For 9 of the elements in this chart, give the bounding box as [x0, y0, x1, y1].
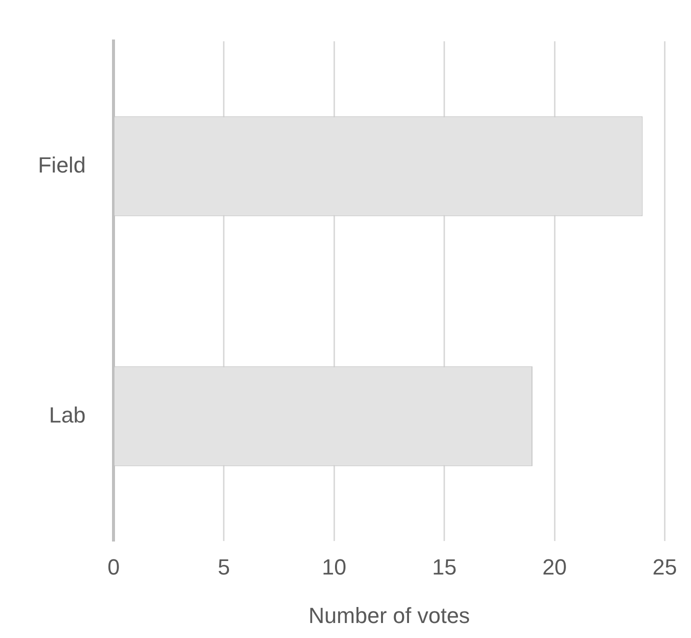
x-tick-label: 25	[652, 554, 678, 580]
y-tick-label: Lab	[48, 402, 86, 428]
y-tick-label: Field	[38, 152, 86, 178]
x-tick-label: 15	[432, 554, 457, 580]
x-tick-label: 10	[322, 554, 346, 580]
x-tick-label: 20	[542, 554, 567, 580]
x-axis-title: Number of votes	[308, 602, 470, 628]
x-tick-label: 5	[218, 554, 230, 580]
x-tick-label: 0	[108, 554, 120, 580]
